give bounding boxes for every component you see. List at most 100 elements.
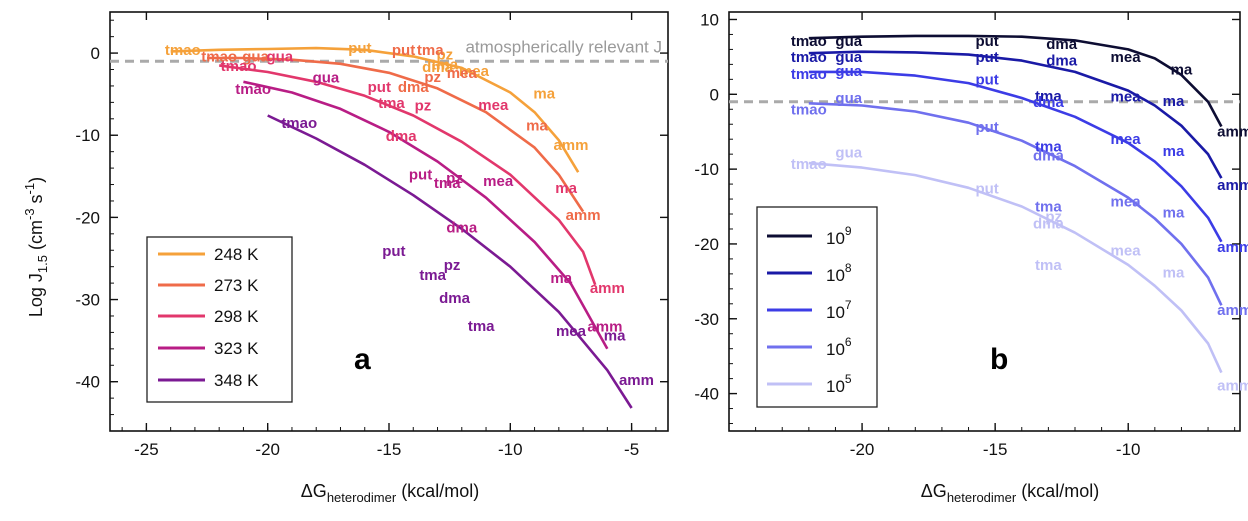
molecule-label: dma: [1033, 148, 1065, 165]
molecule-label: put: [975, 71, 998, 88]
molecule-label: tmao: [791, 66, 827, 83]
molecule-label: pz: [444, 257, 461, 274]
panel-b-letter: b: [990, 343, 1008, 376]
molecule-label: tmao: [221, 58, 257, 75]
molecule-label: put: [975, 49, 998, 66]
molecule-label: gua: [313, 70, 340, 87]
legend-box: [146, 236, 293, 403]
molecule-label: ma: [533, 85, 555, 102]
series-line-2: [808, 70, 1223, 243]
molecule-label: mea: [556, 323, 587, 340]
molecule-label: amm: [566, 207, 601, 224]
molecule-label: mea: [1111, 49, 1142, 66]
molecule-label: tma: [1035, 257, 1062, 274]
panel-a-y-axis-label: Log J1.5 (cm-3 s-1): [22, 177, 50, 317]
molecule-label: gua: [835, 49, 862, 66]
legend-label-1e9: 109: [826, 224, 852, 248]
molecule-label: ma: [555, 180, 577, 197]
molecule-label: tmao: [791, 49, 827, 66]
molecule-label: put: [409, 167, 432, 184]
y-tick-label: 0: [710, 85, 719, 104]
molecule-label: dma: [1046, 36, 1078, 53]
series-line-1: [808, 50, 1223, 179]
molecule-label: tmao: [201, 48, 237, 65]
molecule-label: tmao: [791, 101, 827, 118]
molecule-label: tma: [417, 42, 444, 59]
x-tick-label: -10: [498, 440, 523, 459]
molecule-label: ma: [1163, 93, 1185, 110]
molecule-label: ma: [1163, 205, 1185, 222]
legend-label-248: 248 K: [214, 245, 259, 264]
x-tick-label: -25: [134, 440, 159, 459]
molecule-label: mea: [478, 97, 509, 114]
panel-a-plot: -25 -20 -15 -10 -5 0 -10 -20 -30 -40 atmospherical…: [75, 11, 669, 459]
panel-a-letter: a: [354, 343, 371, 376]
series-line-2: [219, 64, 597, 286]
molecule-label: put: [392, 42, 415, 59]
molecule-label: put: [382, 243, 405, 260]
molecule-label: ma: [526, 117, 548, 134]
legend-label-1e5: 105: [826, 372, 852, 396]
molecule-label: amm: [590, 280, 625, 297]
molecule-label: amm: [1217, 124, 1248, 141]
panel-b-plot: -20-15-10-5100-10-20-30-40tmaoguaputdmam…: [694, 10, 1248, 459]
molecule-label: gua: [835, 145, 862, 162]
molecule-label: ma: [550, 270, 572, 287]
molecule-label: put: [975, 33, 998, 50]
molecule-label: tma: [1035, 199, 1062, 216]
legend-label-348: 348 K: [214, 371, 259, 390]
series-line-0: [808, 34, 1223, 128]
legend-label-273: 273 K: [214, 276, 259, 295]
molecule-label: mea: [1111, 243, 1142, 260]
series-line-3: [808, 102, 1223, 306]
reference-line-label: atmospherically relevant J: [465, 37, 662, 56]
molecule-label: dma: [439, 290, 471, 307]
molecule-label: dma: [398, 79, 430, 96]
series-line-0: [170, 46, 580, 173]
molecule-label: gua: [835, 90, 862, 107]
plot-frame: [728, 11, 1241, 432]
legend-label-298: 298 K: [214, 307, 259, 326]
y-tick-label: -30: [75, 291, 100, 310]
molecule-label: gua: [835, 63, 862, 80]
molecule-label: dma: [1033, 94, 1065, 111]
molecule-label: mea: [447, 65, 478, 82]
molecule-label: gua: [835, 33, 862, 50]
molecule-label: tma: [378, 95, 405, 112]
molecule-label: mea: [483, 173, 514, 190]
molecule-label: put: [368, 79, 391, 96]
molecule-label: tma: [468, 318, 495, 335]
molecule-label: pz: [446, 170, 463, 187]
molecule-label: tmao: [165, 42, 201, 59]
molecule-label: tma: [419, 267, 446, 284]
molecule-label: tma: [1035, 88, 1062, 105]
molecule-label: amm: [1217, 302, 1248, 319]
x-tick-label: -15: [983, 440, 1008, 459]
molecule-label: gua: [266, 48, 293, 65]
molecule-label: tmao: [281, 115, 317, 132]
x-tick-label: -5: [624, 440, 639, 459]
molecule-label: dma: [446, 219, 478, 236]
molecule-label: mea: [459, 63, 490, 80]
molecule-label: mea: [1111, 193, 1142, 210]
y-tick-label: 10: [700, 10, 719, 29]
molecule-label: dma: [386, 128, 418, 145]
molecule-label: tma: [431, 57, 458, 74]
molecule-label: amm: [553, 137, 588, 154]
molecule-label: ma: [1163, 143, 1185, 160]
molecule-label: amm: [1217, 239, 1248, 256]
molecule-label: tmao: [791, 156, 827, 173]
molecule-label: tmao: [791, 33, 827, 50]
molecule-label: dma: [1033, 216, 1065, 233]
y-tick-label: 0: [91, 44, 100, 63]
x-tick-label: -10: [1116, 440, 1141, 459]
y-tick-label: -10: [694, 160, 719, 179]
molecule-label: dma: [422, 59, 454, 76]
molecule-label: mea: [1111, 131, 1142, 148]
panel-a-x-axis-label: ΔGheterodimer (kcal/mol): [301, 481, 479, 505]
series-line-3: [243, 80, 609, 350]
panel-b-legend: 109 108 107 106 105: [756, 206, 878, 408]
molecule-label: tma: [1035, 139, 1062, 156]
molecule-label: pz: [424, 69, 441, 86]
